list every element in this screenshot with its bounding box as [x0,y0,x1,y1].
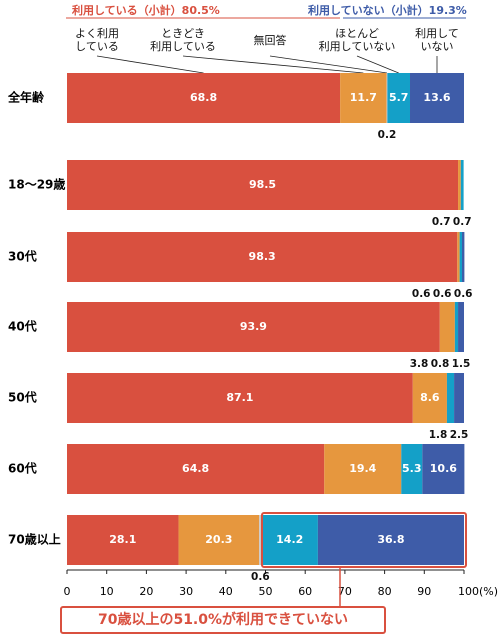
value-label: 20.3 [205,533,232,546]
value-label: 10.6 [430,462,457,475]
x-tick-label: 30 [179,585,193,598]
bar-segment [410,73,464,123]
value-label-outside: 1.8 [429,429,448,441]
legend-label: ときどき 利用している [150,27,216,53]
leader-line [96,55,204,74]
legend-label: 利用して いない [415,27,459,53]
group-label: 利用している（小計）80.5% [72,4,220,17]
x-tick-label: 90 [417,585,431,598]
value-label: 13.6 [423,91,450,104]
value-label-outside: 0.7 [432,216,451,228]
value-label-outside: 1.5 [452,358,471,370]
leader-line [356,55,399,74]
legend-label: 無回答 [253,34,287,47]
bar-segment [261,515,318,565]
x-tick-label: 10 [100,585,114,598]
bar-segment [454,302,459,352]
x-tick-label: 100(%) [458,585,498,598]
bar-segment [340,73,387,123]
bar-segment [460,160,464,210]
bar-segment [67,232,458,282]
bar-segment [439,302,455,352]
value-label: 36.8 [377,533,404,546]
value-label-outside: 0.7 [453,216,472,228]
category-label: 40代 [8,319,37,334]
value-label: 98.5 [249,178,276,191]
bar-segment [67,444,325,494]
category-label: 18〜29歳 [8,177,65,192]
bar-segment [462,232,465,282]
leader-line [269,55,388,74]
value-label: 28.1 [109,533,136,546]
category-label: 50代 [8,390,37,405]
x-tick-label: 70 [338,585,352,598]
bar-segment [446,373,455,423]
value-label: 14.2 [276,533,303,546]
bar-segment [67,373,413,423]
bar-segment [457,232,460,282]
category-label: 全年齢 [7,90,45,105]
bar-segment [67,515,179,565]
category-label: 30代 [8,249,37,264]
bar-segment [386,73,388,123]
bar-segment [401,444,423,494]
bar-segment [459,232,463,282]
bar-segment [458,302,464,352]
x-tick-label: 60 [298,585,312,598]
group-label: 利用していない（小計）19.3% [308,4,467,17]
bar-segment [458,160,461,210]
legend-label: よく利用 している [75,27,119,53]
bar-segment [317,515,464,565]
bar-segment [454,373,464,423]
value-label: 93.9 [240,320,267,333]
value-label-outside: 0.6 [251,571,270,583]
value-label: 5.3 [402,462,422,475]
category-label: 60代 [8,461,37,476]
bar-segment [67,302,440,352]
bar-segment [259,515,262,565]
value-label: 98.3 [249,250,276,263]
category-label: 70歳以上 [8,532,61,547]
value-label: 87.1 [226,391,253,404]
leader-line [182,55,364,74]
callout: 70歳以上の51.0%が利用できていない [60,606,386,634]
value-label-outside: 0.6 [454,288,473,300]
highlight-box [261,512,467,568]
value-label-outside: 0.8 [431,358,450,370]
value-label: 5.7 [389,91,409,104]
value-label-outside: 0.2 [378,129,397,141]
bar-segment [412,373,447,423]
x-tick-label: 40 [219,585,233,598]
x-tick-label: 50 [259,585,273,598]
x-tick-label: 20 [139,585,153,598]
value-label: 68.8 [190,91,217,104]
bar-segment [422,444,465,494]
value-label: 11.7 [350,91,377,104]
legend-label: ほとんど 利用していない [318,27,396,53]
bar-segment [324,444,402,494]
value-label-outside: 0.6 [433,288,452,300]
value-label-outside: 0.6 [412,288,431,300]
value-label-outside: 3.8 [410,358,429,370]
x-tick-label: 80 [378,585,392,598]
value-label: 8.6 [420,391,440,404]
value-label: 64.8 [182,462,209,475]
bar-segment [387,73,411,123]
x-tick-label: 0 [64,585,71,598]
value-label: 19.4 [349,462,376,475]
bar-segment [67,160,459,210]
bar-segment [67,73,341,123]
bar-segment [178,515,260,565]
value-label-outside: 2.5 [450,429,469,441]
